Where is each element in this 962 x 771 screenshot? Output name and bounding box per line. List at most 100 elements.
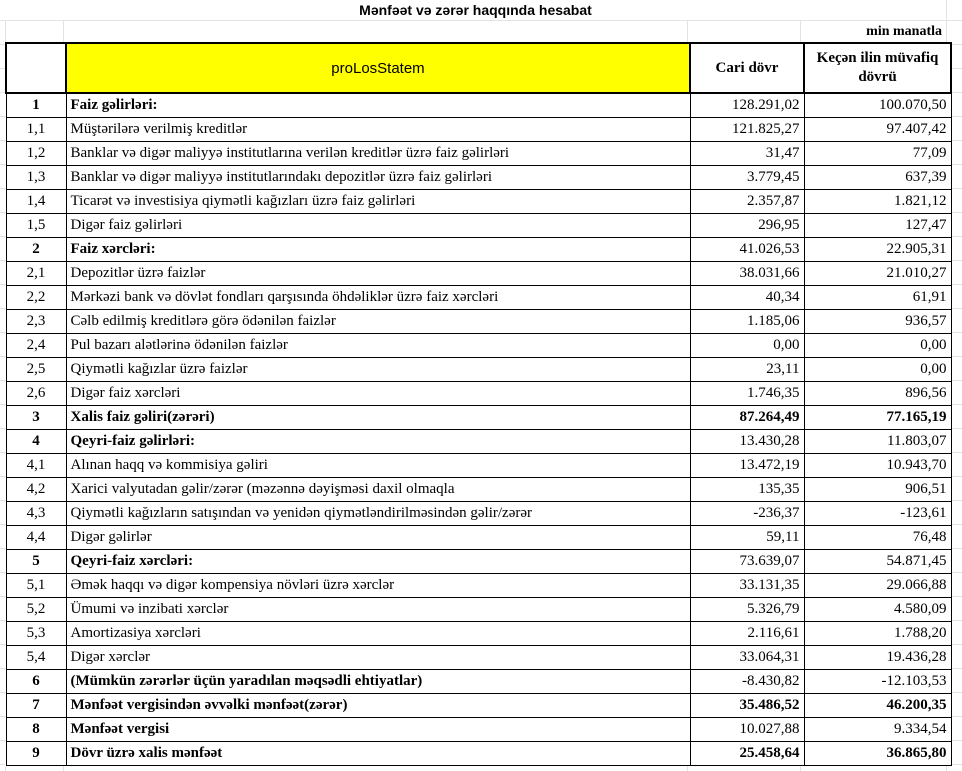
row-label-cell[interactable]: Müştərilərə verilmiş kreditlər <box>65 117 691 142</box>
row-number-cell[interactable]: 2,4 <box>5 333 67 358</box>
previous-value-cell[interactable]: 11.803,07 <box>803 429 952 454</box>
row-number-cell[interactable]: 1,5 <box>5 213 67 238</box>
previous-value-cell[interactable]: 10.943,70 <box>803 453 952 478</box>
row-label-cell[interactable]: Pul bazarı alətlərinə ödənilən faizlər <box>65 333 691 358</box>
current-value-cell[interactable]: 25.458,64 <box>689 741 805 766</box>
current-value-cell[interactable]: 33.064,31 <box>689 645 805 670</box>
header-number-cell[interactable] <box>5 42 67 94</box>
previous-value-cell[interactable]: 29.066,88 <box>803 573 952 598</box>
row-number-cell[interactable]: 6 <box>5 669 67 694</box>
row-label-cell[interactable]: Ümumi və inzibati xərclər <box>65 597 691 622</box>
row-label-cell[interactable]: Faiz gəlirləri: <box>65 92 691 118</box>
current-value-cell[interactable]: 59,11 <box>689 525 805 550</box>
row-label-cell[interactable]: Digər xərclər <box>65 645 691 670</box>
previous-value-cell[interactable]: 61,91 <box>803 285 952 310</box>
row-label-cell[interactable]: Əmək haqqı və digər kompensiya növləri ü… <box>65 573 691 598</box>
unit-label[interactable]: min manatla <box>866 24 942 39</box>
previous-value-cell[interactable]: 896,56 <box>803 381 952 406</box>
row-number-cell[interactable]: 5,3 <box>5 621 67 646</box>
current-value-cell[interactable]: 121.825,27 <box>689 117 805 142</box>
previous-value-cell[interactable]: 100.070,50 <box>803 92 952 118</box>
row-label-cell[interactable]: Mənfəət vergisi <box>65 717 691 742</box>
row-label-cell[interactable]: Amortizasiya xərcləri <box>65 621 691 646</box>
current-value-cell[interactable]: 38.031,66 <box>689 261 805 286</box>
current-value-cell[interactable]: 135,35 <box>689 477 805 502</box>
row-number-cell[interactable]: 8 <box>5 717 67 742</box>
row-number-cell[interactable]: 4,4 <box>5 525 67 550</box>
previous-value-cell[interactable]: 637,39 <box>803 165 952 190</box>
current-value-cell[interactable]: 73.639,07 <box>689 549 805 574</box>
row-label-cell[interactable]: Alınan haqq və kommisiya gəliri <box>65 453 691 478</box>
row-number-cell[interactable]: 2,1 <box>5 261 67 286</box>
row-label-cell[interactable]: Digər gəlirlər <box>65 525 691 550</box>
current-value-cell[interactable]: 1.746,35 <box>689 381 805 406</box>
row-label-cell[interactable]: Xalis faiz gəliri(zərəri) <box>65 405 691 430</box>
current-value-cell[interactable]: 13.430,28 <box>689 429 805 454</box>
row-number-cell[interactable]: 2,2 <box>5 285 67 310</box>
previous-value-cell[interactable]: 76,48 <box>803 525 952 550</box>
previous-value-cell[interactable]: 9.334,54 <box>803 717 952 742</box>
previous-value-cell[interactable]: 97.407,42 <box>803 117 952 142</box>
previous-value-cell[interactable]: 4.580,09 <box>803 597 952 622</box>
row-label-cell[interactable]: Faiz xərcləri: <box>65 237 691 262</box>
row-label-cell[interactable]: Digər faiz gəlirləri <box>65 213 691 238</box>
current-value-cell[interactable]: 13.472,19 <box>689 453 805 478</box>
previous-value-cell[interactable]: 22.905,31 <box>803 237 952 262</box>
current-value-cell[interactable]: 31,47 <box>689 141 805 166</box>
row-number-cell[interactable]: 1,2 <box>5 141 67 166</box>
row-label-cell[interactable]: Ticarət və investisiya qiymətli kağızlar… <box>65 189 691 214</box>
previous-value-cell[interactable]: 21.010,27 <box>803 261 952 286</box>
row-label-cell[interactable]: Qeyri-faiz xərcləri: <box>65 549 691 574</box>
row-number-cell[interactable]: 5,2 <box>5 597 67 622</box>
row-number-cell[interactable]: 4 <box>5 429 67 454</box>
previous-value-cell[interactable]: 1.821,12 <box>803 189 952 214</box>
previous-value-cell[interactable]: 0,00 <box>803 333 952 358</box>
row-label-cell[interactable]: Dövr üzrə xalis mənfəət <box>65 741 691 766</box>
current-value-cell[interactable]: 2.357,87 <box>689 189 805 214</box>
row-number-cell[interactable]: 4,3 <box>5 501 67 526</box>
previous-value-cell[interactable]: -12.103,53 <box>803 669 952 694</box>
row-number-cell[interactable]: 7 <box>5 693 67 718</box>
current-value-cell[interactable]: 33.131,35 <box>689 573 805 598</box>
previous-value-cell[interactable]: 1.788,20 <box>803 621 952 646</box>
row-label-cell[interactable]: Mənfəət vergisindən əvvəlki mənfəət(zərə… <box>65 693 691 718</box>
row-number-cell[interactable]: 2 <box>5 237 67 262</box>
row-number-cell[interactable]: 9 <box>5 741 67 766</box>
current-value-cell[interactable]: -236,37 <box>689 501 805 526</box>
row-number-cell[interactable]: 1,3 <box>5 165 67 190</box>
current-value-cell[interactable]: 3.779,45 <box>689 165 805 190</box>
row-label-cell[interactable]: Digər faiz xərcləri <box>65 381 691 406</box>
row-number-cell[interactable]: 3 <box>5 405 67 430</box>
current-value-cell[interactable]: 0,00 <box>689 333 805 358</box>
previous-value-cell[interactable]: 19.436,28 <box>803 645 952 670</box>
sheet-title[interactable]: Mənfəət və zərər haqqında hesabat <box>5 0 946 20</box>
row-label-cell[interactable]: Banklar və digər maliyyə institutlarında… <box>65 165 691 190</box>
row-number-cell[interactable]: 5 <box>5 549 67 574</box>
previous-value-cell[interactable]: 906,51 <box>803 477 952 502</box>
previous-value-cell[interactable]: -123,61 <box>803 501 952 526</box>
row-label-cell[interactable]: Qeyri-faiz gəlirləri: <box>65 429 691 454</box>
header-previous-period[interactable]: Keçən ilin müvafiq dövrü <box>803 42 952 94</box>
row-number-cell[interactable]: 2,3 <box>5 309 67 334</box>
previous-value-cell[interactable]: 77.165,19 <box>803 405 952 430</box>
previous-value-cell[interactable]: 0,00 <box>803 357 952 382</box>
current-value-cell[interactable]: 87.264,49 <box>689 405 805 430</box>
row-label-cell[interactable]: Banklar və digər maliyyə institutlarına … <box>65 141 691 166</box>
previous-value-cell[interactable]: 77,09 <box>803 141 952 166</box>
previous-value-cell[interactable]: 54.871,45 <box>803 549 952 574</box>
row-number-cell[interactable]: 5,4 <box>5 645 67 670</box>
row-number-cell[interactable]: 4,2 <box>5 477 67 502</box>
row-label-cell[interactable]: Cəlb edilmiş kreditlərə görə ödənilən fa… <box>65 309 691 334</box>
current-value-cell[interactable]: 35.486,52 <box>689 693 805 718</box>
row-number-cell[interactable]: 1 <box>5 92 67 118</box>
current-value-cell[interactable]: 23,11 <box>689 357 805 382</box>
current-value-cell[interactable]: 5.326,79 <box>689 597 805 622</box>
current-value-cell[interactable]: -8.430,82 <box>689 669 805 694</box>
row-label-cell[interactable]: (Mümkün zərərlər üçün yaradılan məqsədli… <box>65 669 691 694</box>
row-label-cell[interactable]: Xarici valyutadan gəlir/zərər (məzənnə d… <box>65 477 691 502</box>
row-number-cell[interactable]: 2,5 <box>5 357 67 382</box>
row-number-cell[interactable]: 1,4 <box>5 189 67 214</box>
previous-value-cell[interactable]: 936,57 <box>803 309 952 334</box>
current-value-cell[interactable]: 40,34 <box>689 285 805 310</box>
row-number-cell[interactable]: 1,1 <box>5 117 67 142</box>
